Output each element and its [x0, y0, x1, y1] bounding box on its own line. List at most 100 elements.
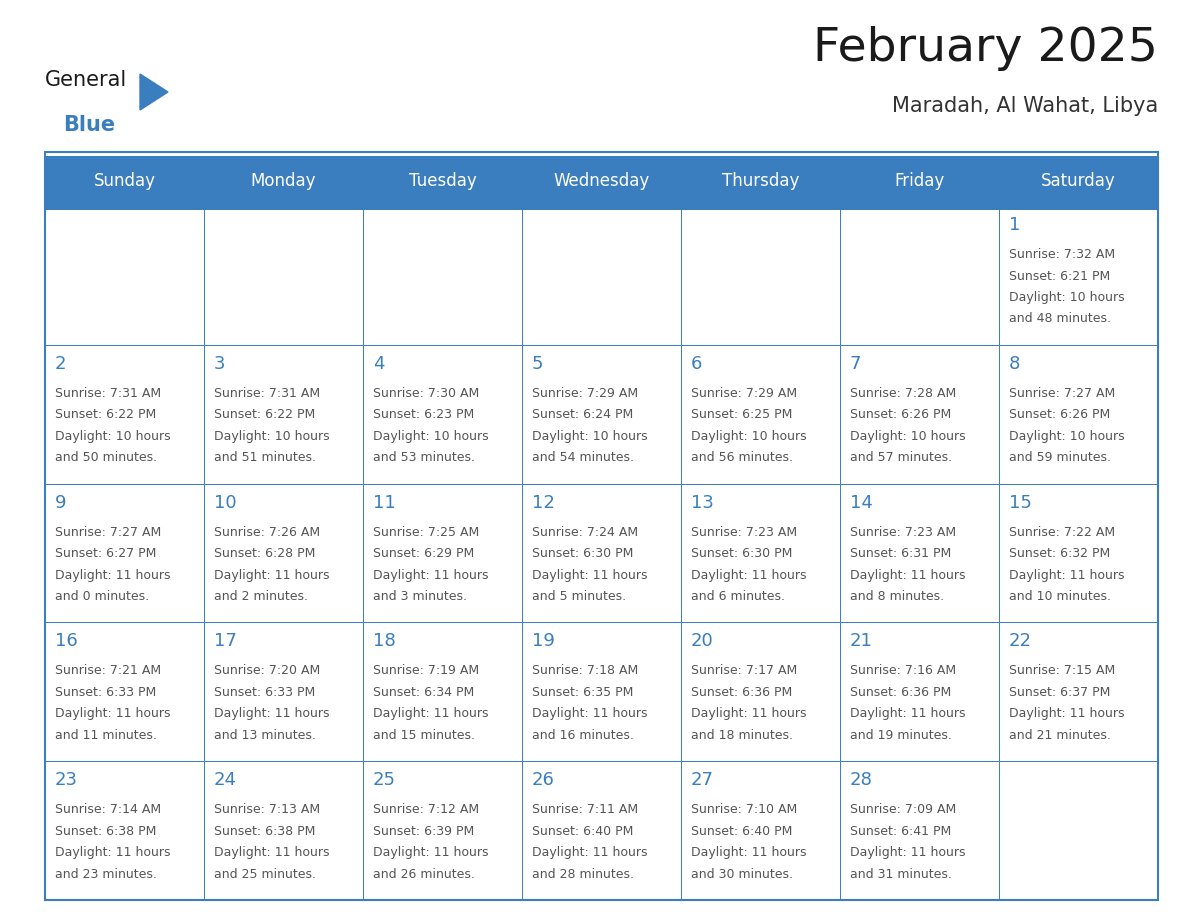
Bar [999, 761, 1158, 900]
Text: Daylight: 11 hours: Daylight: 11 hours [55, 846, 171, 859]
Bar [681, 622, 840, 761]
Bar [364, 622, 522, 761]
Text: Daylight: 11 hours: Daylight: 11 hours [691, 846, 807, 859]
Text: Sunset: 6:26 PM: Sunset: 6:26 PM [1009, 409, 1111, 421]
Text: and 56 minutes.: and 56 minutes. [691, 452, 794, 465]
Text: and 26 minutes.: and 26 minutes. [373, 868, 475, 880]
Text: Sunrise: 7:16 AM: Sunrise: 7:16 AM [849, 665, 956, 677]
Text: Sunset: 6:23 PM: Sunset: 6:23 PM [373, 409, 474, 421]
Text: 11: 11 [373, 494, 396, 511]
Text: Sunrise: 7:25 AM: Sunrise: 7:25 AM [373, 526, 479, 539]
Text: Daylight: 11 hours: Daylight: 11 hours [532, 846, 647, 859]
Text: and 10 minutes.: and 10 minutes. [1009, 590, 1111, 603]
Bar [45, 152, 1158, 900]
Text: Daylight: 10 hours: Daylight: 10 hours [532, 430, 647, 442]
Text: and 5 minutes.: and 5 minutes. [532, 590, 626, 603]
Text: 28: 28 [849, 771, 873, 789]
Text: 8: 8 [1009, 354, 1020, 373]
Text: and 53 minutes.: and 53 minutes. [373, 452, 475, 465]
Text: Sunrise: 7:31 AM: Sunrise: 7:31 AM [214, 386, 320, 400]
Bar [45, 622, 204, 761]
Text: Sunrise: 7:23 AM: Sunrise: 7:23 AM [691, 526, 797, 539]
Text: Sunset: 6:36 PM: Sunset: 6:36 PM [691, 686, 792, 699]
Bar [364, 761, 522, 900]
Text: Daylight: 10 hours: Daylight: 10 hours [373, 430, 488, 442]
Text: Daylight: 11 hours: Daylight: 11 hours [849, 846, 966, 859]
Bar [999, 484, 1158, 622]
Text: Sunrise: 7:09 AM: Sunrise: 7:09 AM [849, 803, 956, 816]
Text: Sunset: 6:39 PM: Sunset: 6:39 PM [373, 824, 474, 838]
Bar [45, 156, 1158, 206]
Text: Daylight: 11 hours: Daylight: 11 hours [214, 568, 329, 582]
Text: and 57 minutes.: and 57 minutes. [849, 452, 952, 465]
Text: and 50 minutes.: and 50 minutes. [55, 452, 157, 465]
Text: Sunrise: 7:11 AM: Sunrise: 7:11 AM [532, 803, 638, 816]
Text: and 25 minutes.: and 25 minutes. [214, 868, 316, 880]
Bar [840, 206, 999, 345]
Text: Monday: Monday [251, 172, 316, 190]
Bar [840, 345, 999, 484]
Bar [681, 484, 840, 622]
Bar [204, 622, 364, 761]
Text: Sunset: 6:36 PM: Sunset: 6:36 PM [849, 686, 952, 699]
Text: Saturday: Saturday [1041, 172, 1116, 190]
Text: 21: 21 [849, 633, 873, 650]
Text: Sunset: 6:38 PM: Sunset: 6:38 PM [55, 824, 157, 838]
Text: Sunrise: 7:23 AM: Sunrise: 7:23 AM [849, 526, 956, 539]
Text: 15: 15 [1009, 494, 1032, 511]
Text: Daylight: 11 hours: Daylight: 11 hours [691, 568, 807, 582]
Text: Sunset: 6:40 PM: Sunset: 6:40 PM [691, 824, 792, 838]
Text: Sunrise: 7:13 AM: Sunrise: 7:13 AM [214, 803, 320, 816]
Text: and 51 minutes.: and 51 minutes. [214, 452, 316, 465]
Text: Sunrise: 7:27 AM: Sunrise: 7:27 AM [1009, 386, 1116, 400]
Text: Sunrise: 7:22 AM: Sunrise: 7:22 AM [1009, 526, 1116, 539]
Text: Sunrise: 7:24 AM: Sunrise: 7:24 AM [532, 526, 638, 539]
Text: Daylight: 11 hours: Daylight: 11 hours [849, 568, 966, 582]
Bar [45, 206, 204, 345]
Text: Sunrise: 7:15 AM: Sunrise: 7:15 AM [1009, 665, 1116, 677]
Text: February 2025: February 2025 [813, 26, 1158, 71]
Text: Daylight: 11 hours: Daylight: 11 hours [532, 568, 647, 582]
Text: Sunrise: 7:10 AM: Sunrise: 7:10 AM [691, 803, 797, 816]
Text: Wednesday: Wednesday [554, 172, 650, 190]
Bar [45, 484, 204, 622]
Text: and 6 minutes.: and 6 minutes. [691, 590, 785, 603]
Text: Sunset: 6:26 PM: Sunset: 6:26 PM [849, 409, 952, 421]
Text: Sunrise: 7:26 AM: Sunrise: 7:26 AM [214, 526, 320, 539]
Text: 13: 13 [691, 494, 714, 511]
Text: Sunset: 6:34 PM: Sunset: 6:34 PM [373, 686, 474, 699]
Bar [204, 206, 364, 345]
Text: and 13 minutes.: and 13 minutes. [214, 729, 316, 742]
Text: Sunset: 6:30 PM: Sunset: 6:30 PM [691, 547, 792, 560]
Bar [45, 206, 1158, 210]
Text: 27: 27 [691, 771, 714, 789]
Text: 5: 5 [532, 354, 543, 373]
Text: 9: 9 [55, 494, 67, 511]
Text: and 2 minutes.: and 2 minutes. [214, 590, 308, 603]
Text: 10: 10 [214, 494, 236, 511]
Bar [364, 345, 522, 484]
Text: Sunset: 6:33 PM: Sunset: 6:33 PM [55, 686, 157, 699]
Text: 7: 7 [849, 354, 861, 373]
Text: Sunset: 6:24 PM: Sunset: 6:24 PM [532, 409, 633, 421]
Text: and 19 minutes.: and 19 minutes. [849, 729, 952, 742]
Text: and 54 minutes.: and 54 minutes. [532, 452, 634, 465]
Bar [45, 345, 204, 484]
Text: 2: 2 [55, 354, 67, 373]
Text: Daylight: 11 hours: Daylight: 11 hours [373, 846, 488, 859]
Text: 6: 6 [691, 354, 702, 373]
Text: Sunset: 6:31 PM: Sunset: 6:31 PM [849, 547, 952, 560]
Text: Sunset: 6:28 PM: Sunset: 6:28 PM [214, 547, 315, 560]
Bar [522, 484, 681, 622]
Text: Daylight: 11 hours: Daylight: 11 hours [1009, 568, 1125, 582]
Text: Sunset: 6:22 PM: Sunset: 6:22 PM [55, 409, 157, 421]
Bar [364, 206, 522, 345]
Text: Daylight: 10 hours: Daylight: 10 hours [1009, 430, 1125, 442]
Text: Sunrise: 7:18 AM: Sunrise: 7:18 AM [532, 665, 638, 677]
Text: Sunset: 6:35 PM: Sunset: 6:35 PM [532, 686, 633, 699]
Text: 17: 17 [214, 633, 236, 650]
Bar [840, 484, 999, 622]
Text: 24: 24 [214, 771, 236, 789]
Text: Sunset: 6:32 PM: Sunset: 6:32 PM [1009, 547, 1111, 560]
Text: Sunrise: 7:20 AM: Sunrise: 7:20 AM [214, 665, 321, 677]
